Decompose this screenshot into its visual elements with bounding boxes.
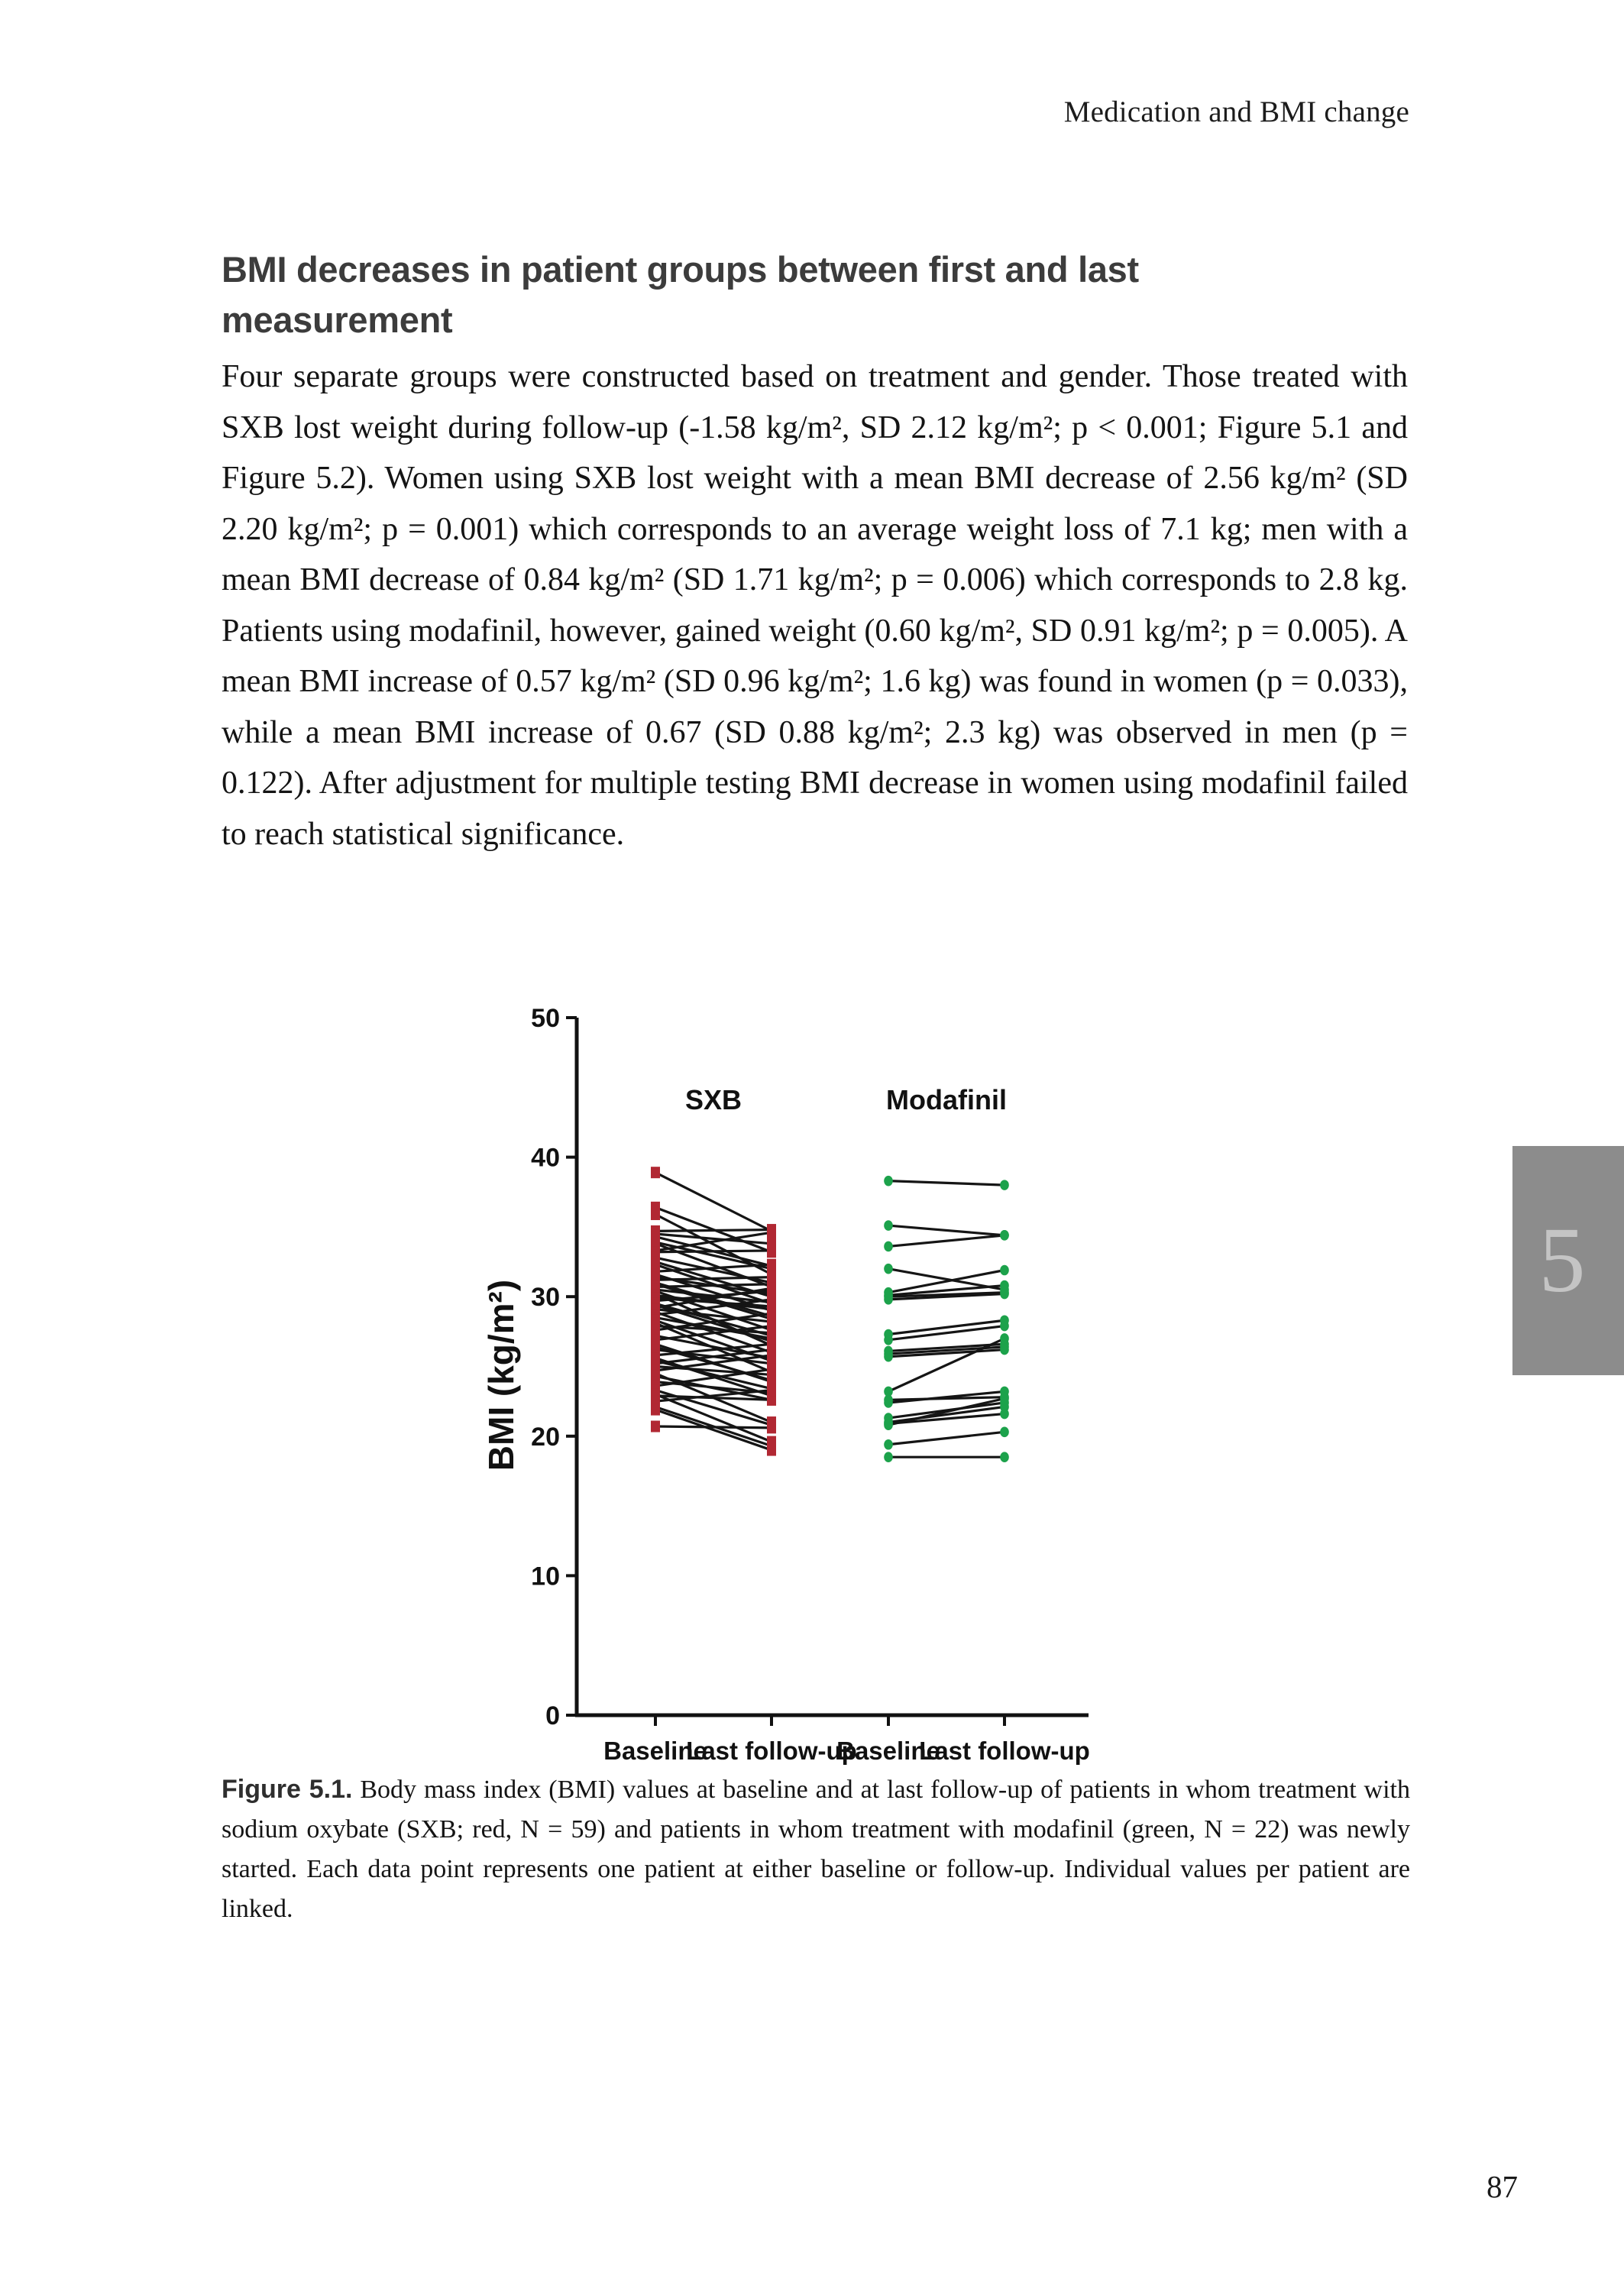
chapter-tab: 5 (1512, 1146, 1624, 1375)
svg-text:10: 10 (531, 1562, 560, 1591)
svg-text:SXB: SXB (685, 1084, 742, 1115)
chapter-tab-number: 5 (1538, 1209, 1586, 1312)
page-number: 87 (1487, 2169, 1518, 2204)
body-paragraph: Four separate groups were constructed ba… (222, 359, 1408, 852)
svg-text:Last follow-up: Last follow-up (686, 1737, 857, 1765)
svg-text:Baseline: Baseline (603, 1737, 707, 1765)
svg-text:50: 50 (531, 1004, 560, 1033)
section-heading: BMI decreases in patient groups between … (222, 244, 1413, 345)
svg-text:BMI (kg/m²): BMI (kg/m²) (481, 1280, 521, 1471)
svg-text:40: 40 (531, 1144, 560, 1173)
figure-caption-label: Figure 5.1. (222, 1775, 353, 1804)
svg-text:Baseline: Baseline (836, 1737, 940, 1765)
svg-text:30: 30 (531, 1283, 560, 1312)
running-header: Medication and BMI change (1063, 96, 1409, 128)
svg-text:0: 0 (545, 1701, 560, 1730)
svg-text:Last follow-up: Last follow-up (919, 1737, 1090, 1765)
figure-caption: Figure 5.1. Body mass index (BMI) values… (222, 1769, 1410, 1929)
section-heading-line2: measurement (222, 299, 453, 340)
svg-text:20: 20 (531, 1423, 560, 1452)
figure-caption-text: Body mass index (BMI) values at baseline… (222, 1776, 1410, 1923)
section-heading-line1: BMI decreases in patient groups between … (222, 249, 1139, 290)
svg-text:Modafinil: Modafinil (886, 1084, 1007, 1115)
